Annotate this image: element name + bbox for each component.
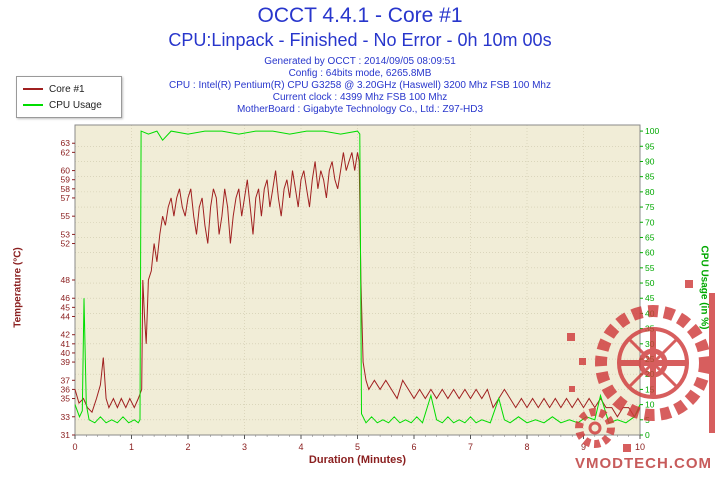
- svg-text:7: 7: [468, 442, 473, 452]
- svg-text:60: 60: [61, 166, 71, 176]
- svg-text:15: 15: [645, 384, 655, 394]
- svg-text:57: 57: [61, 193, 71, 203]
- svg-text:45: 45: [645, 293, 655, 303]
- page-title: OCCT 4.4.1 - Core #1: [257, 4, 463, 27]
- svg-text:41: 41: [61, 339, 71, 349]
- svg-text:40: 40: [61, 348, 71, 358]
- svg-text:59: 59: [61, 175, 71, 185]
- svg-text:45: 45: [61, 302, 71, 312]
- svg-text:100: 100: [645, 126, 659, 136]
- svg-text:46: 46: [61, 293, 71, 303]
- info-line-clock: Current clock : 4399 Mhz FSB 100 Mhz: [272, 92, 448, 103]
- svg-text:5: 5: [355, 442, 360, 452]
- svg-text:80: 80: [645, 187, 655, 197]
- svg-text:95: 95: [645, 141, 655, 151]
- info-line-config: Config : 64bits mode, 6265.8MB: [288, 68, 432, 79]
- svg-text:5: 5: [645, 415, 650, 425]
- svg-text:62: 62: [61, 147, 71, 157]
- svg-text:4: 4: [298, 442, 303, 452]
- core1-line-swatch: [23, 88, 43, 90]
- svg-text:48: 48: [61, 275, 71, 285]
- watermark-text: VMODTECH.COM: [575, 455, 712, 472]
- svg-text:37: 37: [61, 375, 71, 385]
- svg-text:0: 0: [72, 442, 77, 452]
- info-line-cpu: CPU : Intel(R) Pentium(R) CPU G3258 @ 3.…: [169, 80, 551, 91]
- report-info: Generated by OCCT : 2014/09/05 08:09:51 …: [0, 56, 720, 116]
- svg-text:90: 90: [645, 156, 655, 166]
- svg-text:25: 25: [645, 354, 655, 364]
- svg-text:55: 55: [61, 211, 71, 221]
- svg-text:42: 42: [61, 330, 71, 340]
- svg-text:60: 60: [645, 248, 655, 258]
- legend-label-core1: Core #1: [49, 83, 85, 95]
- svg-text:58: 58: [61, 184, 71, 194]
- svg-text:8: 8: [524, 442, 529, 452]
- svg-text:70: 70: [645, 217, 655, 227]
- svg-text:65: 65: [645, 232, 655, 242]
- svg-text:9: 9: [581, 442, 586, 452]
- page-subtitle: CPU:Linpack - Finished - No Error - 0h 1…: [168, 30, 552, 50]
- svg-text:50: 50: [645, 278, 655, 288]
- svg-text:3: 3: [242, 442, 247, 452]
- x-axis-title: Duration (Minutes): [308, 454, 407, 466]
- svg-text:30: 30: [645, 339, 655, 349]
- legend-label-cpu-usage: CPU Usage: [49, 99, 102, 111]
- info-line-generated: Generated by OCCT : 2014/09/05 08:09:51: [264, 56, 456, 67]
- svg-text:35: 35: [645, 324, 655, 334]
- svg-text:20: 20: [645, 369, 655, 379]
- svg-text:35: 35: [61, 394, 71, 404]
- svg-text:1: 1: [129, 442, 134, 452]
- svg-text:44: 44: [61, 311, 71, 321]
- svg-text:2: 2: [185, 442, 190, 452]
- svg-text:10: 10: [635, 442, 645, 452]
- svg-text:85: 85: [645, 172, 655, 182]
- svg-text:53: 53: [61, 229, 71, 239]
- svg-text:0: 0: [645, 430, 650, 440]
- svg-text:33: 33: [61, 412, 71, 422]
- info-line-motherboard: MotherBoard : Gigabyte Technology Co., L…: [236, 104, 484, 115]
- svg-text:40: 40: [645, 308, 655, 318]
- chart-legend: Core #1 CPU Usage: [16, 76, 122, 118]
- svg-text:55: 55: [645, 263, 655, 273]
- svg-text:39: 39: [61, 357, 71, 367]
- legend-item-core1: Core #1: [23, 81, 115, 97]
- svg-text:36: 36: [61, 384, 71, 394]
- legend-item-cpu-usage: CPU Usage: [23, 97, 115, 113]
- svg-text:31: 31: [61, 430, 71, 440]
- svg-text:63: 63: [61, 138, 71, 148]
- svg-text:10: 10: [645, 400, 655, 410]
- svg-text:6: 6: [411, 442, 416, 452]
- svg-text:52: 52: [61, 239, 71, 249]
- svg-text:75: 75: [645, 202, 655, 212]
- temperature-cpu-usage-chart: 3133353637394041424445464852535557585960…: [61, 124, 659, 452]
- cpu-usage-line-swatch: [23, 104, 43, 106]
